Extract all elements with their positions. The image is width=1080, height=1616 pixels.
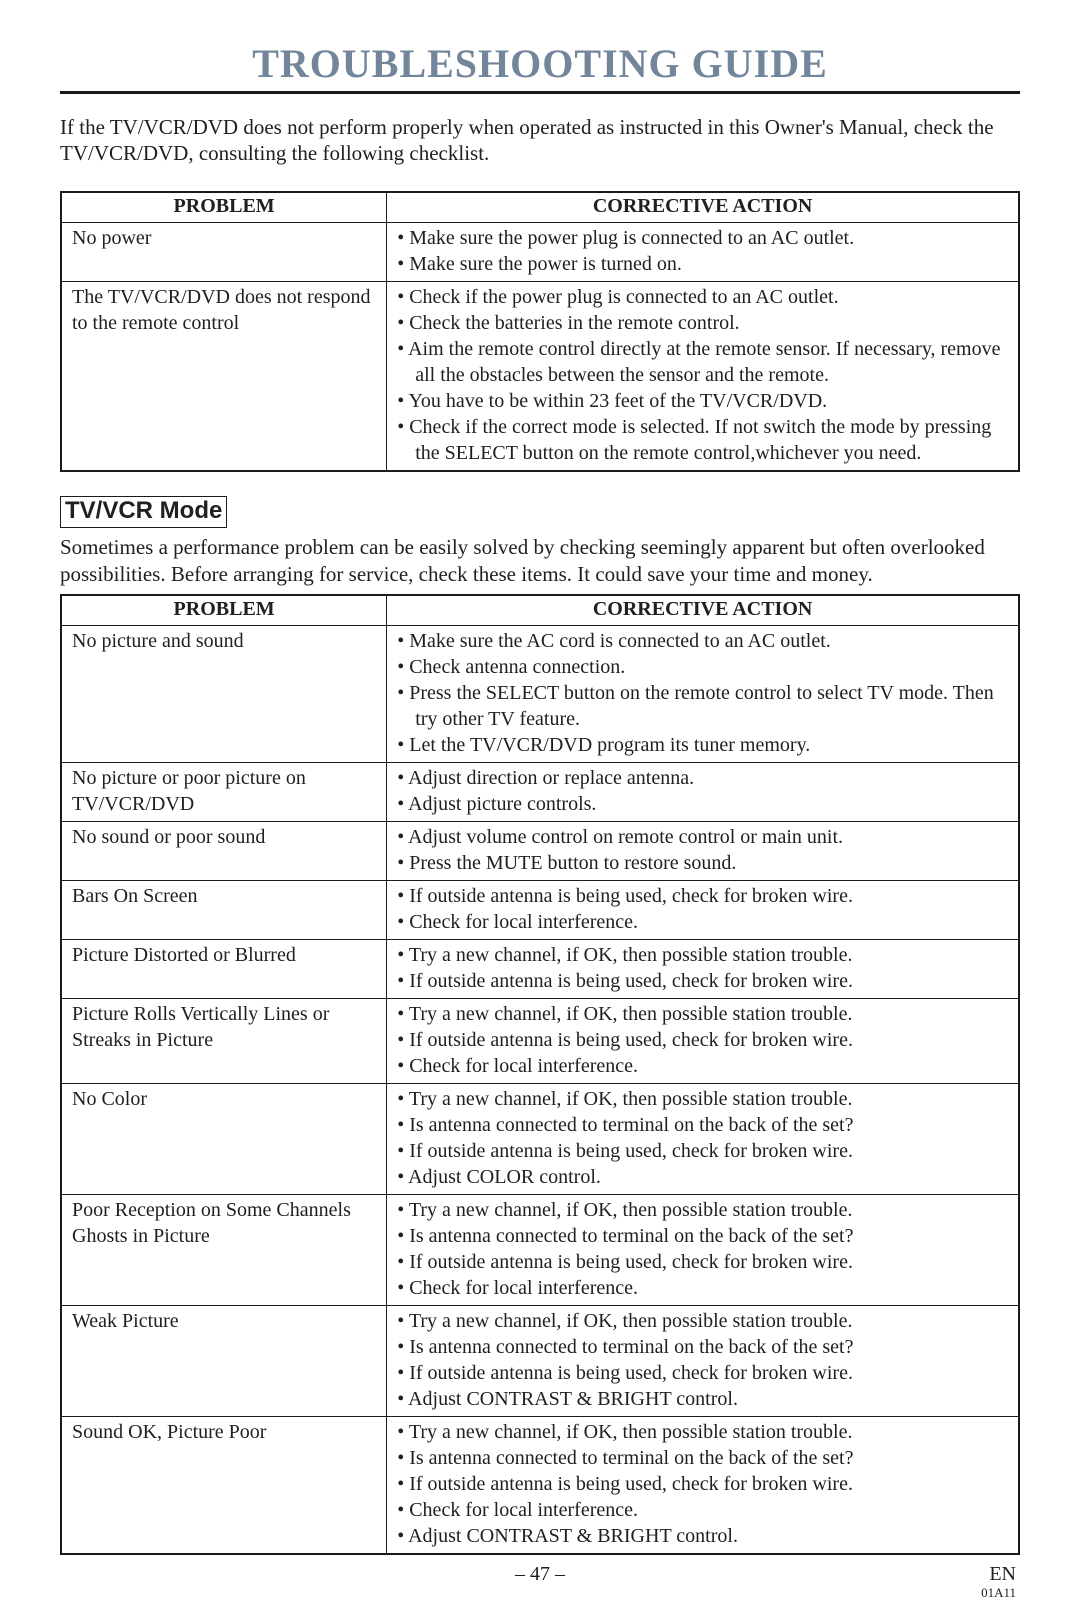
table1-header-problem: PROBLEM [61,192,387,223]
table2-header-problem: PROBLEM [61,595,387,626]
action-item: • Check for local interference. [397,909,1010,935]
action-item: • Adjust direction or replace antenna. [397,765,1010,791]
action-item: • If outside antenna is being used, chec… [397,1138,1010,1164]
action-item: • If outside antenna is being used, chec… [397,1027,1010,1053]
table-row: Weak Picture • Try a new channel, if OK, … [61,1306,1019,1417]
table2-problem-cell: Picture Distorted or Blurred [61,940,387,999]
action-item: • Try a new channel, if OK, then possibl… [397,942,1010,968]
action-item: • Aim the remote control directly at the… [397,336,1010,388]
action-item: • Make sure the power plug is connected … [397,225,1010,251]
tvvcr-mode-intro: Sometimes a performance problem can be e… [60,534,1020,589]
action-item: • Check if the correct mode is selected.… [397,414,1010,466]
table-row: Poor Reception on Some Channels Ghosts i… [61,1195,1019,1306]
page-footer: – 47 – EN 01A11 [60,1563,1020,1586]
table2-problem-cell: Poor Reception on Some Channels Ghosts i… [61,1195,387,1306]
page-title: TROUBLESHOOTING GUIDE [60,40,1020,87]
action-item: • Make sure the AC cord is connected to … [397,628,1010,654]
table2-problem-cell: No sound or poor sound [61,822,387,881]
table2-action-cell: • Try a new channel, if OK, then possibl… [387,1417,1019,1555]
table2-problem-cell: Bars On Screen [61,881,387,940]
table2-problem-cell: No picture or poor picture on TV/VCR/DVD [61,763,387,822]
page-container: TROUBLESHOOTING GUIDE If the TV/VCR/DVD … [0,0,1080,1616]
action-item: • You have to be within 23 feet of the T… [397,388,1010,414]
table-row: No picture and sound • Make sure the AC c… [61,626,1019,763]
table-row: No Color • Try a new channel, if OK, then… [61,1084,1019,1195]
table1-header-action: CORRECTIVE ACTION [387,192,1019,223]
action-item: • Check for local interference. [397,1053,1010,1079]
footer-language: EN [989,1563,1016,1586]
table2-problem-cell: No Color [61,1084,387,1195]
action-item: • Adjust picture controls. [397,791,1010,817]
action-item: • Press the MUTE button to restore sound… [397,850,1010,876]
action-item: • If outside antenna is being used, chec… [397,1360,1010,1386]
table1-action-cell: • Make sure the power plug is connected … [387,222,1019,281]
action-item: • Make sure the power is turned on. [397,251,1010,277]
action-item: • Press the SELECT button on the remote … [397,680,1010,732]
action-item: • Adjust CONTRAST & BRIGHT control. [397,1523,1010,1549]
title-rule [60,91,1020,94]
action-item: • If outside antenna is being used, chec… [397,1249,1010,1275]
table-row: No sound or poor sound • Adjust volume co… [61,822,1019,881]
tvvcr-mode-heading: TV/VCR Mode [60,496,227,528]
action-item: • If outside antenna is being used, chec… [397,883,1010,909]
action-item: • If outside antenna is being used, chec… [397,968,1010,994]
action-item: • Check if the power plug is connected t… [397,284,1010,310]
table-row: Sound OK, Picture Poor • Try a new channe… [61,1417,1019,1555]
table-row: Picture Rolls Vertically Lines or Streak… [61,999,1019,1084]
action-item: • Try a new channel, if OK, then possibl… [397,1001,1010,1027]
table2-action-cell: • Make sure the AC cord is connected to … [387,626,1019,763]
action-item: • Let the TV/VCR/DVD program its tuner m… [397,732,1010,758]
action-item: • Try a new channel, if OK, then possibl… [397,1308,1010,1334]
table2-action-cell: • If outside antenna is being used, chec… [387,881,1019,940]
action-item: • Is antenna connected to terminal on th… [397,1334,1010,1360]
action-item: • Check antenna connection. [397,654,1010,680]
action-item: • Check the batteries in the remote cont… [397,310,1010,336]
action-item: • Is antenna connected to terminal on th… [397,1445,1010,1471]
troubleshoot-table-general: PROBLEM CORRECTIVE ACTION No power • Make… [60,191,1020,472]
table2-action-cell: • Try a new channel, if OK, then possibl… [387,940,1019,999]
table1-problem-cell: The TV/VCR/DVD does not respond to the r… [61,281,387,471]
table2-problem-cell: Sound OK, Picture Poor [61,1417,387,1555]
table-row: No picture or poor picture on TV/VCR/DVD… [61,763,1019,822]
table-row: Picture Distorted or Blurred • Try a new … [61,940,1019,999]
table-row: The TV/VCR/DVD does not respond to the r… [61,281,1019,471]
table-row: No power • Make sure the power plug is co… [61,222,1019,281]
action-item: • Try a new channel, if OK, then possibl… [397,1197,1010,1223]
table2-header-action: CORRECTIVE ACTION [387,595,1019,626]
table2-action-cell: • Adjust direction or replace antenna.• … [387,763,1019,822]
action-item: • Is antenna connected to terminal on th… [397,1112,1010,1138]
table2-problem-cell: Weak Picture [61,1306,387,1417]
action-item: • Adjust volume control on remote contro… [397,824,1010,850]
action-item: • Check for local interference. [397,1275,1010,1301]
table2-action-cell: • Adjust volume control on remote contro… [387,822,1019,881]
table2-problem-cell: No picture and sound [61,626,387,763]
action-item: • Check for local interference. [397,1497,1010,1523]
table1-problem-cell: No power [61,222,387,281]
action-item: • Adjust CONTRAST & BRIGHT control. [397,1386,1010,1412]
action-item: • Adjust COLOR control. [397,1164,1010,1190]
footer-code: 01A11 [981,1585,1016,1601]
action-item: • Try a new channel, if OK, then possibl… [397,1086,1010,1112]
action-item: • If outside antenna is being used, chec… [397,1471,1010,1497]
table2-action-cell: • Try a new channel, if OK, then possibl… [387,1306,1019,1417]
table2-action-cell: • Try a new channel, if OK, then possibl… [387,1195,1019,1306]
action-item: • Try a new channel, if OK, then possibl… [397,1419,1010,1445]
table1-action-cell: • Check if the power plug is connected t… [387,281,1019,471]
table2-action-cell: • Try a new channel, if OK, then possibl… [387,1084,1019,1195]
table2-problem-cell: Picture Rolls Vertically Lines or Streak… [61,999,387,1084]
table-row: Bars On Screen • If outside antenna is be… [61,881,1019,940]
intro-paragraph: If the TV/VCR/DVD does not perform prope… [60,114,1020,167]
action-item: • Is antenna connected to terminal on th… [397,1223,1010,1249]
footer-page-number: – 47 – [60,1563,1020,1586]
table2-action-cell: • Try a new channel, if OK, then possibl… [387,999,1019,1084]
troubleshoot-table-tvvcr: PROBLEM CORRECTIVE ACTION No picture and… [60,594,1020,1555]
